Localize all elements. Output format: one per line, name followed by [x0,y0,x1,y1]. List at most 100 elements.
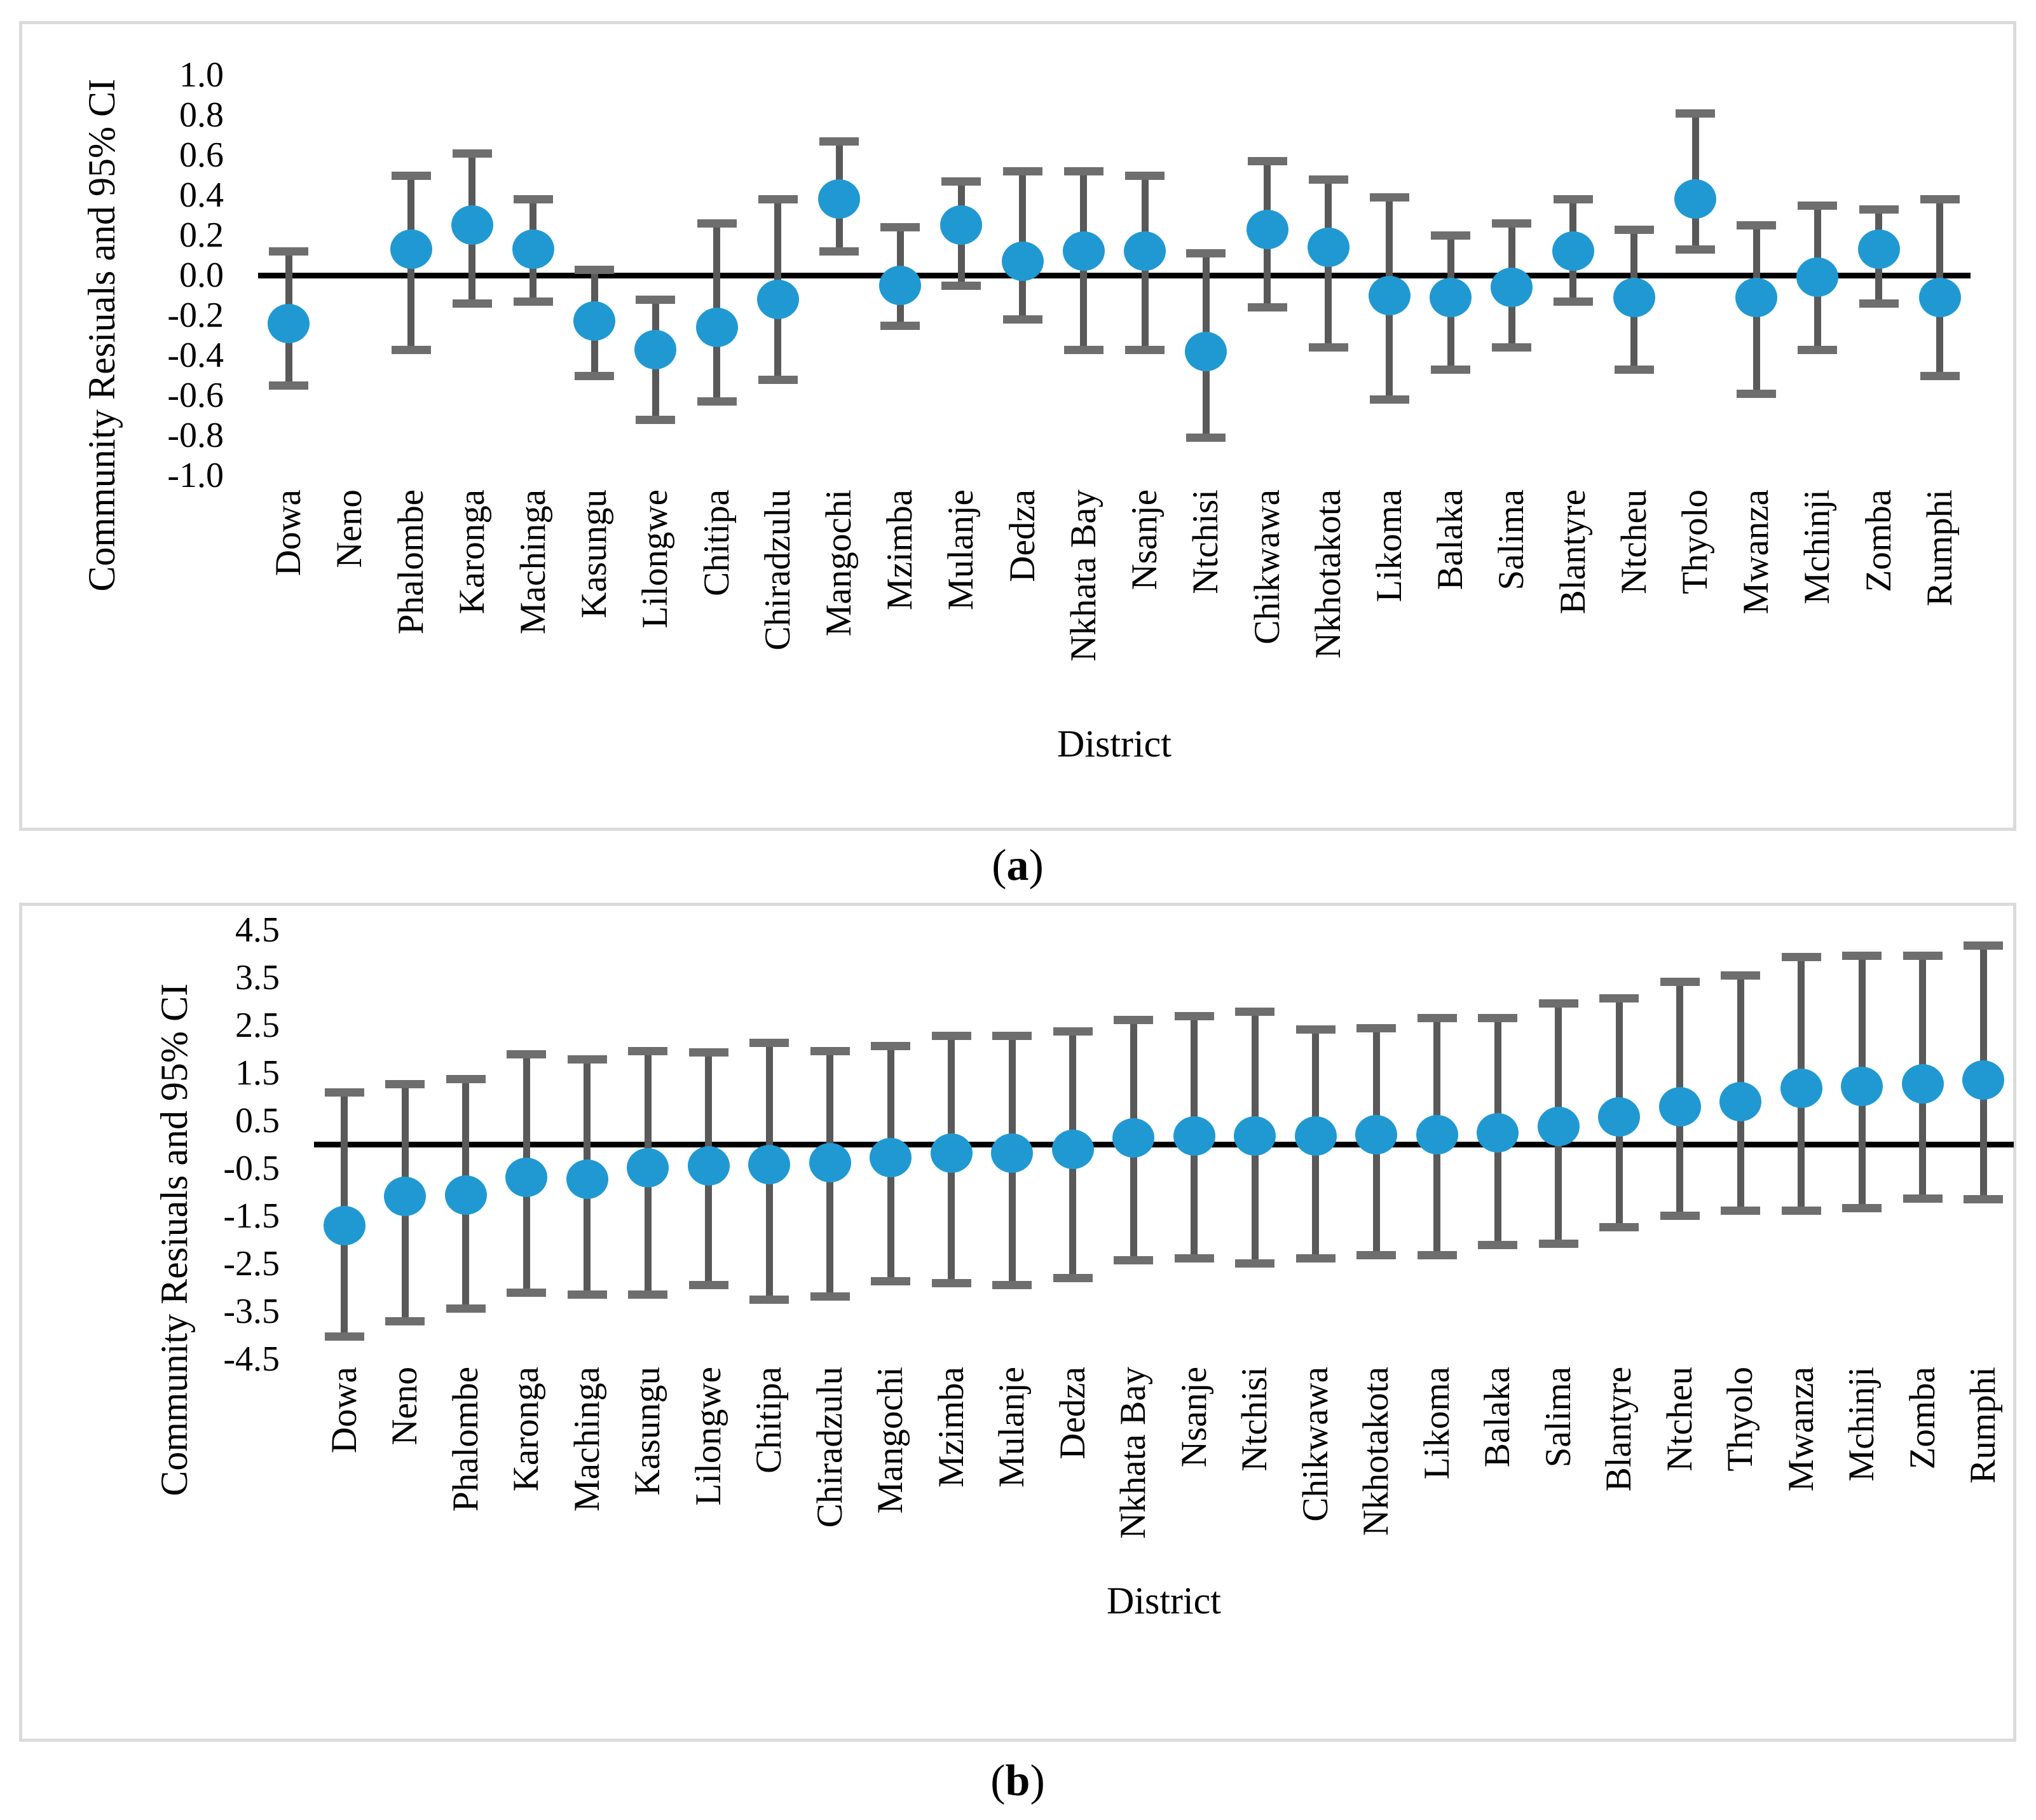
error-bar-cap-bottom [697,397,737,406]
x-axis-label: Karonga [451,489,492,615]
error-bar-cap-top [931,1032,971,1040]
x-axis-label: Dedza [1052,1367,1093,1460]
data-point-dot [1173,1116,1215,1156]
caption-b: (b) [922,1756,1113,1807]
error-bar-cap-bottom [1308,343,1348,352]
error-bar-cap-bottom [749,1295,789,1304]
x-axis-label: Neno [385,1367,425,1446]
panel-b-frame [19,903,2016,1742]
x-axis-label: Chitipa [696,489,737,596]
error-bar-cap-bottom [567,1290,607,1299]
data-point-dot [940,205,983,245]
data-point-dot [1124,231,1166,271]
error-bar-cap-bottom [1478,1241,1518,1250]
data-point-dot [1598,1097,1641,1137]
x-axis-label: Chikwawa [1295,1367,1336,1522]
x-axis-label: Kasungu [627,1367,668,1496]
data-point-dot [930,1133,973,1173]
error-bar-cap-bottom [1417,1251,1457,1259]
data-point-dot [1491,267,1533,307]
error-bar-cap-bottom [1369,395,1409,404]
error-bar-cap-bottom [1920,371,1960,380]
error-bar-cap-top [1660,978,1700,987]
error-bar-cap-bottom [1356,1251,1397,1259]
error-bar-cap-top [1842,952,1882,960]
data-point-dot [1234,1116,1276,1156]
data-point-dot [756,279,799,319]
error-bar-cap-top [1053,1027,1093,1036]
x-axis-label: Balaka [1477,1367,1518,1468]
error-bar-cap-bottom [446,1304,486,1313]
data-point-dot [870,1138,912,1177]
y-axis-tick-label: -0.6 [167,376,224,415]
error-bar-cap-bottom [1538,1240,1578,1248]
y-axis-tick-label: -0.5 [223,1148,280,1188]
data-point-dot [1537,1107,1580,1147]
x-axis-label: Machinga [512,489,553,634]
error-bar-cap-top [1676,109,1716,118]
x-axis-label: Chikwawa [1247,489,1287,645]
x-axis-label: Thyolo [1675,489,1716,594]
data-point-dot [1962,1060,2005,1100]
error-bar-cap-top [452,149,492,158]
error-bar-cap-bottom [1842,1203,1882,1212]
x-axis-label: Dowa [268,489,309,577]
data-point-dot [505,1157,548,1197]
error-bar-cap-top [324,1088,364,1097]
error-bar-cap-bottom [1247,303,1287,312]
error-bar-cap-bottom [1798,345,1838,354]
y-axis-tick-label: 0.0 [179,256,224,295]
error-bar-cap-top [567,1055,607,1064]
error-bar-cap-top [1614,225,1654,234]
error-bar-cap-bottom [941,281,981,290]
y-axis-tick-label: -0.2 [167,296,224,335]
y-axis-tick-label: -0.4 [167,336,224,375]
x-axis-label: Kasungu [574,489,615,619]
error-bar-cap-top [1356,1024,1397,1032]
x-axis-label: Nsanje [1173,1367,1214,1468]
x-axis-label: Thyolo [1720,1367,1761,1472]
y-axis-tick-label: 1.0 [179,55,224,95]
caption-a-close-paren: ) [1028,841,1044,890]
x-axis-label: Mchinji [1797,489,1838,605]
x-axis-label: Phalombe [445,1367,486,1512]
error-bar-cap-top [1478,1014,1518,1023]
x-axis-label: Likoma [1369,489,1409,603]
y-axis-tick-label: -3.5 [223,1291,280,1331]
error-bar-cap-bottom [688,1280,728,1289]
x-axis-label: Nkhotakota [1356,1367,1397,1536]
data-point-dot [1918,277,1961,317]
error-bar-cap-bottom [1053,1274,1093,1282]
error-bar-cap-top [1599,994,1639,1002]
y-axis-tick-label: -1.5 [223,1196,280,1236]
data-point-dot [1416,1115,1458,1154]
x-axis-label: Salima [1538,1367,1578,1468]
data-point-dot [1901,1064,1944,1104]
error-bar-cap-top [628,1047,668,1055]
x-axis-title: District [1057,723,1172,765]
data-point-dot [1674,179,1717,219]
error-bar-cap-bottom [1721,1207,1761,1215]
x-axis-label: Mangochi [819,489,859,637]
error-bar-cap-bottom [871,1277,911,1286]
x-axis-label: Mulanje [992,1367,1032,1488]
error-bar-cap-bottom [1781,1207,1821,1215]
data-point-dot [879,265,922,305]
error-bar-cap-bottom [1903,1194,1943,1203]
error-bar-cap-bottom [1002,315,1042,324]
error-bar-cap-top [1798,201,1838,210]
error-bar-cap-top [688,1048,728,1057]
x-axis-label: Mangochi [870,1367,911,1514]
error-bar-cap-bottom [1614,366,1654,374]
error-bar-cap-top [1369,193,1409,202]
data-point-dot [1477,1113,1519,1153]
error-bar-cap-top [1002,167,1042,176]
x-axis-label: Dowa [324,1367,364,1454]
data-point-dot [390,229,432,270]
error-bar-cap-top [391,171,431,180]
error-bar-cap-top [880,223,920,232]
x-axis-label: Lilongwe [688,1367,728,1506]
data-point-dot [687,1146,730,1186]
error-bar-cap-top [385,1079,425,1088]
error-bar-cap-top [1492,219,1532,228]
